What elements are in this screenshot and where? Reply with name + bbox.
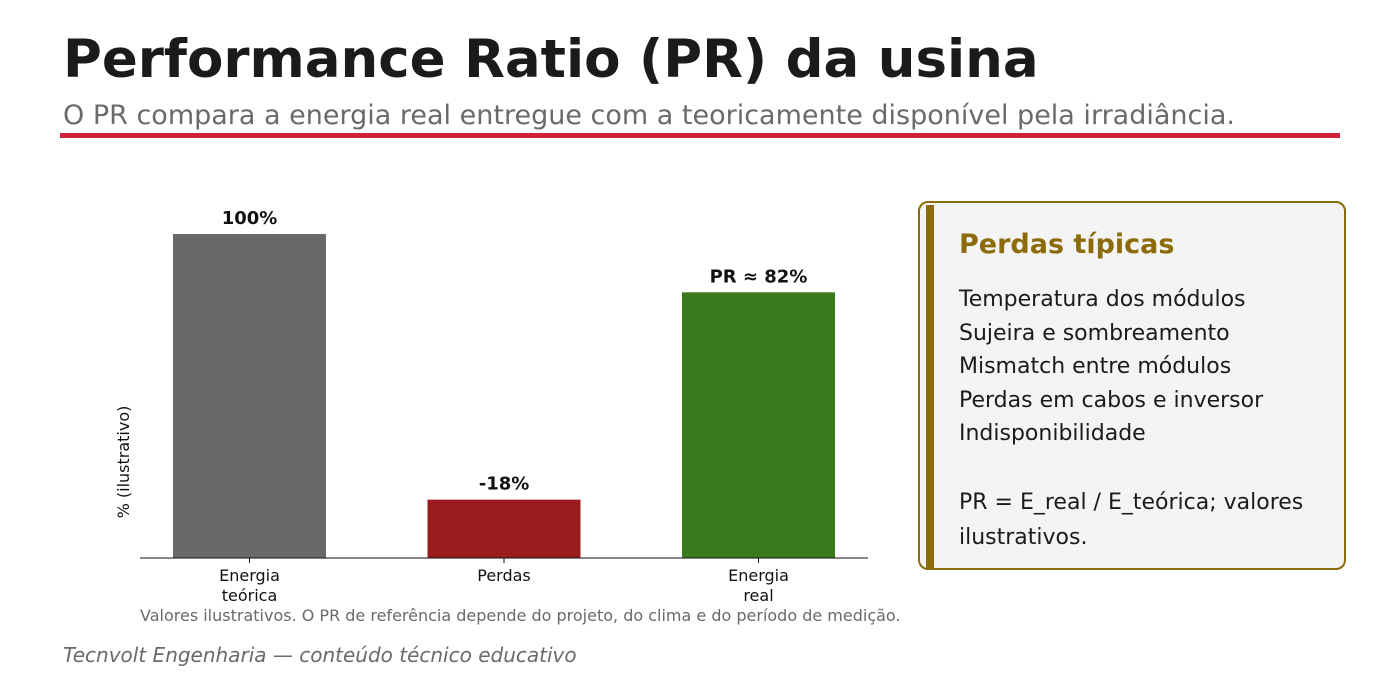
category-labels-group: Energia teórica Perdas Energia real	[219, 558, 789, 605]
loss-item: Sujeira e sombreamento	[959, 320, 1230, 346]
bar-0	[173, 234, 326, 558]
loss-item: Mismatch entre módulos	[959, 354, 1232, 380]
panel-accent-bar	[926, 205, 934, 568]
x-tick-label-1: Perdas	[477, 566, 531, 585]
data-label-1: -18%	[479, 474, 530, 495]
footer-credit: Tecnvolt Engenharia — conteúdo técnico e…	[63, 643, 577, 667]
data-label-2: PR ≈ 82%	[710, 266, 808, 287]
page-subtitle: O PR compara a energia real entregue com…	[63, 100, 1235, 131]
page-title: Performance Ratio (PR) da usina	[63, 29, 1039, 90]
loss-list: Temperatura dos módulos Sujeira e sombre…	[959, 283, 1263, 451]
loss-item: Indisponibilidade	[959, 421, 1146, 447]
loss-item: Temperatura dos módulos	[959, 287, 1246, 312]
value-labels-group: 100% -18% PR ≈ 82%	[222, 208, 808, 495]
chart-footnote: Valores ilustrativos. O PR de referência…	[140, 606, 901, 625]
bars-group	[173, 234, 835, 558]
data-label-0: 100%	[222, 208, 278, 229]
bar-2	[682, 292, 835, 558]
y-axis-title: % (ilustrativo)	[114, 406, 133, 519]
x-tick-label-0: Energia teórica	[219, 566, 280, 605]
losses-panel: Perdas típicas Temperatura dos módulos S…	[918, 201, 1346, 570]
panel-title: Perdas típicas	[959, 229, 1175, 260]
bar-1	[427, 499, 581, 558]
x-tick-label-2: Energia real	[728, 566, 789, 605]
loss-item: Perdas em cabos e inversor	[959, 387, 1264, 413]
panel-formula-note: PR = E_real / E_teórica; valores ilustra…	[959, 490, 1304, 550]
title-divider	[60, 133, 1340, 138]
